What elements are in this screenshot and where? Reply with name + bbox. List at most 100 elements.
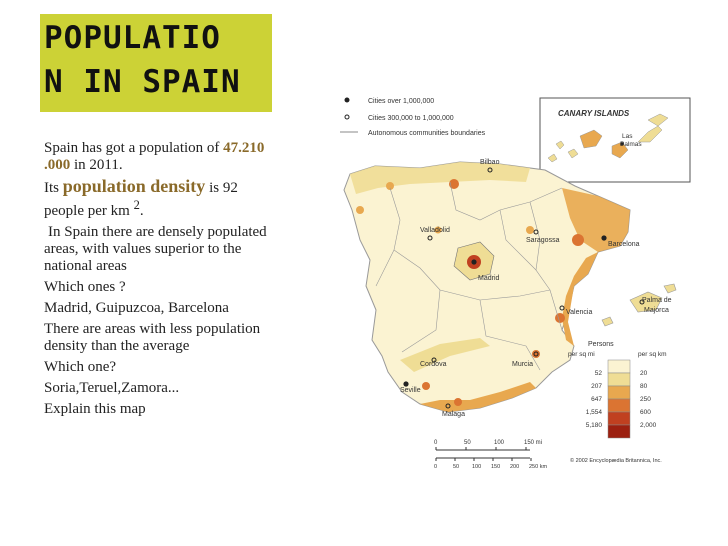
cordoba-marker [431, 357, 437, 363]
density-km-value: 2,000 [640, 422, 657, 429]
less-dense-paragraph: There are areas with less population den… [44, 321, 261, 354]
guadalquivir-valley [400, 338, 490, 372]
island-la-palma [555, 140, 565, 150]
city-medium-symbol [344, 114, 350, 120]
density-swatch [607, 372, 631, 387]
community-boundaries [375, 181, 563, 371]
density-legend: Persons per sq mi per sq km 52 207 647 1,55… [568, 341, 667, 439]
population-value: 47.210 .000 [44, 140, 265, 173]
explain-prompt: Explain this map [44, 401, 146, 417]
map-legend: Cities over 1,000,000 Cities 300,000 to … [340, 97, 486, 137]
murcia-marker [533, 351, 539, 357]
density-patch [532, 350, 540, 358]
island-la-gomera [567, 148, 579, 159]
seville-marker [403, 381, 409, 387]
title-line-1: Populatio [44, 20, 221, 56]
density-km-value: 250 [640, 396, 651, 403]
population-paragraph: Spain has got a population of 47.210 .00… [44, 140, 272, 174]
northern-coast-band [350, 162, 530, 194]
scale-km-label: 200 [510, 464, 519, 470]
barcelona-label: Barcelona [608, 241, 640, 248]
island-lanzarote [647, 113, 669, 127]
seville-label: Seville [400, 387, 421, 394]
zaragoza-marker [533, 229, 539, 235]
density-mi-value: 207 [591, 383, 602, 390]
density-swatch [607, 359, 631, 374]
population-year: in 2011. [70, 157, 123, 173]
mainland-spain [343, 161, 677, 413]
city-markers: Bilbao Valladolid Saragossa Barcelona Ma… [400, 159, 672, 418]
density-swatch [607, 411, 631, 426]
palma-label-line-2: Majorca [644, 307, 669, 314]
las-palmas-dot [620, 142, 624, 146]
question-1: Which ones ? [44, 279, 126, 295]
island-tenerife [579, 129, 603, 149]
density-period: . [139, 203, 144, 219]
scale-km-label: 50 [453, 464, 459, 470]
density-km-value: 20 [640, 370, 648, 377]
density-patch [555, 313, 565, 323]
island-gran-canaria [611, 141, 629, 159]
palma-marker [639, 299, 645, 305]
legend-boundaries: Autonomous communities boundaries [368, 130, 486, 137]
scale-mi-label: 100 [494, 440, 505, 446]
density-mi-value: 647 [591, 396, 602, 403]
scale-bar: 0 50 100 150 mi 0 50 100 150 200 250 km © 2002 E… [434, 440, 662, 470]
answer-1: Madrid, Guipuzcoa, Barcelona [44, 300, 229, 316]
scale-km-label: 150 [491, 464, 500, 470]
density-text-b: is 92 people per km [44, 180, 238, 219]
answer-2: Soria,Teruel,Zamora... [44, 380, 180, 396]
density-col-mi: per sq mi [568, 351, 595, 358]
legend-medium-cities: Cities 300,000 to 1,000,000 [368, 115, 454, 122]
island-el-hierro [547, 153, 558, 163]
density-text-a: Its [44, 180, 63, 196]
inset-city-line-2: Palmas [620, 141, 642, 148]
valladolid-marker [427, 235, 433, 241]
inset-title: CANARY ISLANDS [558, 109, 630, 118]
legend-large-cities: Cities over 1,000,000 [368, 98, 434, 105]
density-km-value: 80 [640, 383, 648, 390]
valencia-label: Valencia [566, 309, 592, 316]
density-patch [422, 382, 430, 390]
mediterranean-coast [562, 252, 598, 346]
density-legend-title: Persons [588, 341, 614, 348]
density-exponent: 2 [133, 198, 140, 212]
majorca-island [629, 291, 663, 313]
murcia-label: Murcia [512, 361, 533, 368]
scale-mi-ticks: 0 50 100 150 mi [434, 440, 542, 450]
inset-city-line-1: Las [622, 133, 633, 140]
density-patch [386, 182, 394, 190]
island-fuerteventura [637, 125, 663, 143]
bilbao-marker [487, 167, 493, 173]
density-patch [449, 179, 459, 189]
zaragoza-label: Saragossa [526, 237, 560, 244]
slide-title: Populatio n in Spain [44, 16, 272, 104]
scale-km-label: 0 [434, 464, 437, 470]
city-large-symbol [344, 97, 350, 103]
title-background [40, 14, 272, 112]
density-patch [454, 398, 462, 406]
density-swatch [607, 398, 631, 413]
palma-label-line-1: Palma de [642, 297, 672, 304]
ibiza-island [601, 316, 614, 327]
density-mi-value: 1,554 [586, 409, 603, 416]
density-paragraph: Its population density is 92 people per … [44, 177, 272, 220]
spain-density-map: Cities over 1,000,000 Cities 300,000 to … [340, 97, 691, 470]
density-swatch [607, 385, 631, 400]
scale-mi-label: 0 [434, 440, 438, 446]
density-swatches: 52 207 647 1,554 5,180 20 80 250 600 2,000 [586, 359, 657, 439]
spain-outline [343, 161, 631, 413]
bilbao-label: Bilbao [480, 159, 500, 166]
density-patch [572, 234, 584, 246]
canary-islands-inset: CANARY ISLANDS Las Palmas [539, 97, 691, 183]
density-col-km: per sq km [638, 351, 667, 358]
population-text: Spain has got a population of [44, 140, 224, 156]
density-km-value: 600 [640, 409, 651, 416]
scale-km-label: 250 km [529, 464, 547, 470]
scale-km-label: 100 [472, 464, 481, 470]
valladolid-label: Valladolid [420, 227, 450, 234]
minorca-island [663, 283, 677, 294]
density-swatch [607, 424, 631, 439]
density-patch [356, 206, 364, 214]
inset-frame [539, 97, 691, 183]
